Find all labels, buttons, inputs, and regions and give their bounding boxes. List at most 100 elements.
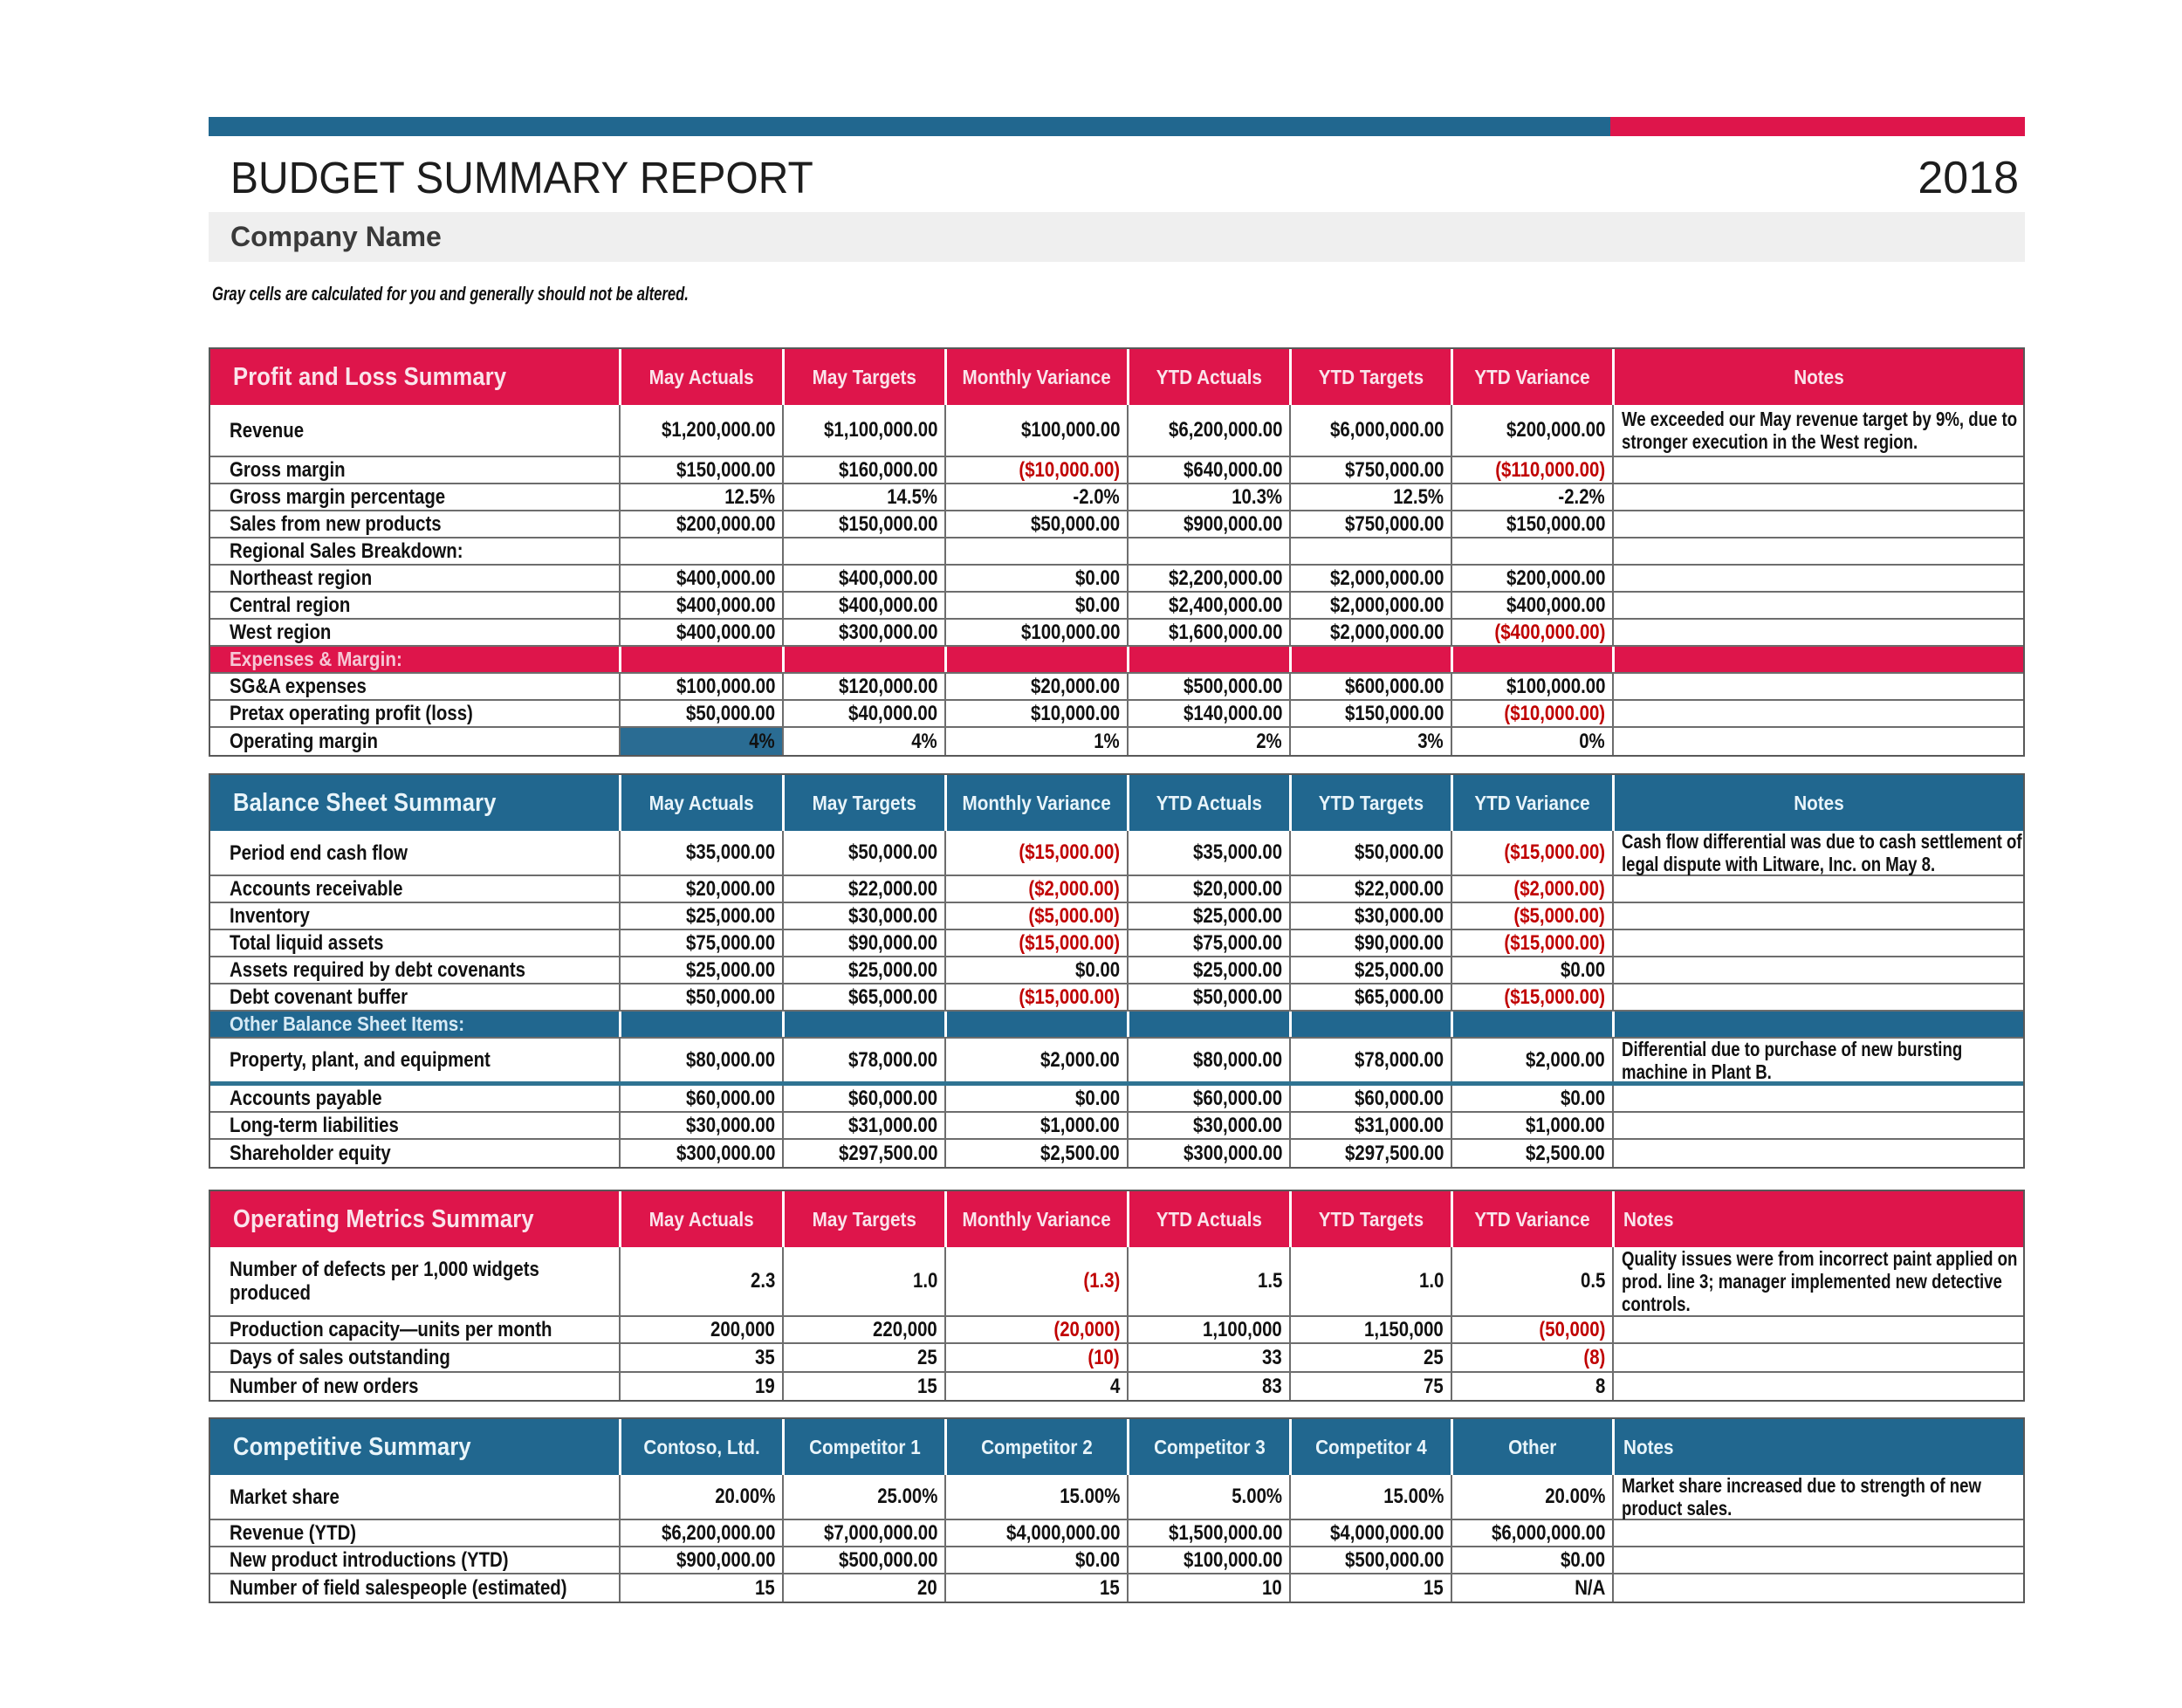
table-competitive-summary: Competitive Summary Contoso, Ltd. Competit… — [209, 1417, 2025, 1603]
cell-value: $40,000.00 — [782, 701, 944, 726]
row-label-text: Pretax operating profit (loss) — [230, 702, 473, 725]
column-header-text: Notes — [1623, 1435, 1674, 1458]
table-row: Total liquid assets $75,000.00 $90,000.00 (… — [210, 930, 2023, 957]
table-title-text: Balance Sheet Summary — [233, 788, 497, 817]
cell-value: ($10,000.00) — [944, 457, 1127, 483]
cell-value: (10) — [944, 1344, 1127, 1371]
column-header-text: May Actuals — [648, 1207, 755, 1231]
cell-note — [1612, 1140, 2023, 1167]
value-text: 15 — [1100, 1575, 1120, 1600]
cell-value: ($10,000.00) — [1451, 701, 1612, 726]
value-text: $0.00 — [1560, 957, 1605, 982]
value-text: $25,000.00 — [685, 957, 775, 982]
value-text: 15.00% — [1383, 1485, 1444, 1508]
value-text: $2,000,000.00 — [1329, 620, 1444, 644]
value-text: -2.2% — [1558, 484, 1605, 509]
cell-value: $35,000.00 — [1127, 831, 1289, 875]
table-row: Accounts receivable $20,000.00 $22,000.00 (… — [210, 876, 2023, 903]
table-row: Gross margin percentage 12.5% 14.5% -2.0% 10… — [210, 484, 2023, 511]
cell-value: $31,000.00 — [782, 1113, 944, 1138]
row-label: Debt covenant buffer — [210, 984, 619, 1010]
value-text: 12.5% — [1393, 484, 1444, 509]
cell-value: 15 — [944, 1574, 1127, 1602]
column-header-text: YTD Targets — [1318, 1207, 1424, 1231]
value-text: $0.00 — [1074, 1086, 1120, 1110]
value-text: $25,000.00 — [685, 903, 775, 928]
note-text: Differential due to purchase of new burs… — [1622, 1037, 1963, 1083]
cell-value: ($15,000.00) — [944, 930, 1127, 956]
cell-value: ($2,000.00) — [1451, 876, 1612, 902]
cell-value: $297,500.00 — [1289, 1140, 1451, 1167]
cell-value: 2% — [1127, 728, 1289, 755]
value-text: ($15,000.00) — [1504, 984, 1605, 1009]
row-label: Northeast region — [210, 566, 619, 591]
cell-value: 200,000 — [619, 1317, 782, 1342]
row-label-text: Accounts receivable — [230, 877, 403, 901]
column-header-other: Other — [1451, 1419, 1612, 1475]
column-header-may-actuals: May Actuals — [619, 349, 782, 405]
value-text: $20,000.00 — [685, 876, 775, 901]
table-profit-and-loss-summary: Profit and Loss Summary May Actuals May Ta… — [209, 347, 2025, 757]
cell-value: 15 — [1289, 1574, 1451, 1602]
value-text: $200,000.00 — [676, 511, 775, 536]
value-text: 2% — [1256, 729, 1282, 753]
cell-value: $0.00 — [944, 566, 1127, 591]
cell-value: 14.5% — [782, 484, 944, 510]
value-text: ($5,000.00) — [1513, 903, 1605, 928]
cell-value: $78,000.00 — [1289, 1039, 1451, 1081]
table-row: Gross margin $150,000.00 $160,000.00 ($10,0… — [210, 457, 2023, 484]
value-text: $150,000.00 — [1344, 701, 1444, 725]
cell-value: $2,400,000.00 — [1127, 593, 1289, 618]
value-text: $50,000.00 — [1192, 984, 1282, 1009]
cell-value: $50,000.00 — [782, 831, 944, 875]
cell-value — [1451, 1012, 1612, 1037]
value-text: $7,000,000.00 — [823, 1520, 937, 1545]
value-text: $500,000.00 — [1344, 1547, 1444, 1572]
value-text: $1,600,000.00 — [1168, 620, 1282, 644]
value-text: $20,000.00 — [1192, 876, 1282, 901]
row-label-text: Sales from new products — [230, 512, 442, 536]
value-text: $65,000.00 — [1354, 984, 1444, 1009]
value-text: $1,000.00 — [1040, 1113, 1120, 1137]
column-header-may-actuals: May Actuals — [619, 1191, 782, 1247]
cell-note — [1612, 876, 2023, 902]
cell-value — [1289, 1012, 1451, 1037]
row-label: Pretax operating profit (loss) — [210, 701, 619, 726]
cell-value: 20 — [782, 1574, 944, 1602]
cell-value: 4% — [619, 728, 782, 755]
row-label: Operating margin — [210, 728, 619, 755]
cell-value: $65,000.00 — [1289, 984, 1451, 1010]
column-header-ytd-variance: YTD Variance — [1451, 775, 1612, 831]
row-label: New product introductions (YTD) — [210, 1547, 619, 1573]
cell-value: 20.00% — [1451, 1475, 1612, 1519]
value-text: 14.5% — [887, 484, 937, 509]
table-row: Central region $400,000.00 $400,000.00 $0.0… — [210, 593, 2023, 620]
cell-value: $4,000,000.00 — [1289, 1520, 1451, 1546]
cell-value: $1,000.00 — [1451, 1113, 1612, 1138]
cell-value: $750,000.00 — [1289, 457, 1451, 483]
cell-value: $1,200,000.00 — [619, 405, 782, 456]
row-label-text: Accounts payable — [230, 1087, 382, 1110]
value-text: 4 — [1109, 1374, 1120, 1398]
value-text: $100,000.00 — [1020, 418, 1120, 442]
column-header-text: May Targets — [812, 365, 917, 388]
table-title-operating-metrics-summary: Operating Metrics Summary — [210, 1191, 619, 1247]
row-label-text: SG&A expenses — [230, 675, 367, 698]
cell-value: $140,000.00 — [1127, 701, 1289, 726]
cell-value — [1451, 538, 1612, 564]
value-text: $30,000.00 — [1354, 903, 1444, 928]
value-text: -2.0% — [1073, 484, 1120, 509]
cell-value: 25 — [782, 1344, 944, 1371]
cell-value: -2.0% — [944, 484, 1127, 510]
row-label-text: Revenue (YTD) — [230, 1521, 357, 1545]
cell-value: $100,000.00 — [944, 620, 1127, 645]
row-label: Other Balance Sheet Items: — [210, 1012, 619, 1037]
table-row: Shareholder equity $300,000.00 $297,500.00… — [210, 1140, 2023, 1167]
table-title-profit-and-loss-summary: Profit and Loss Summary — [210, 349, 619, 405]
row-label: Assets required by debt covenants — [210, 957, 619, 983]
cell-value: $78,000.00 — [782, 1039, 944, 1081]
value-text: 3% — [1417, 729, 1444, 753]
value-text: $0.00 — [1560, 1086, 1605, 1110]
value-text: $2,000.00 — [1040, 1047, 1120, 1072]
cell-value: $1,600,000.00 — [1127, 620, 1289, 645]
